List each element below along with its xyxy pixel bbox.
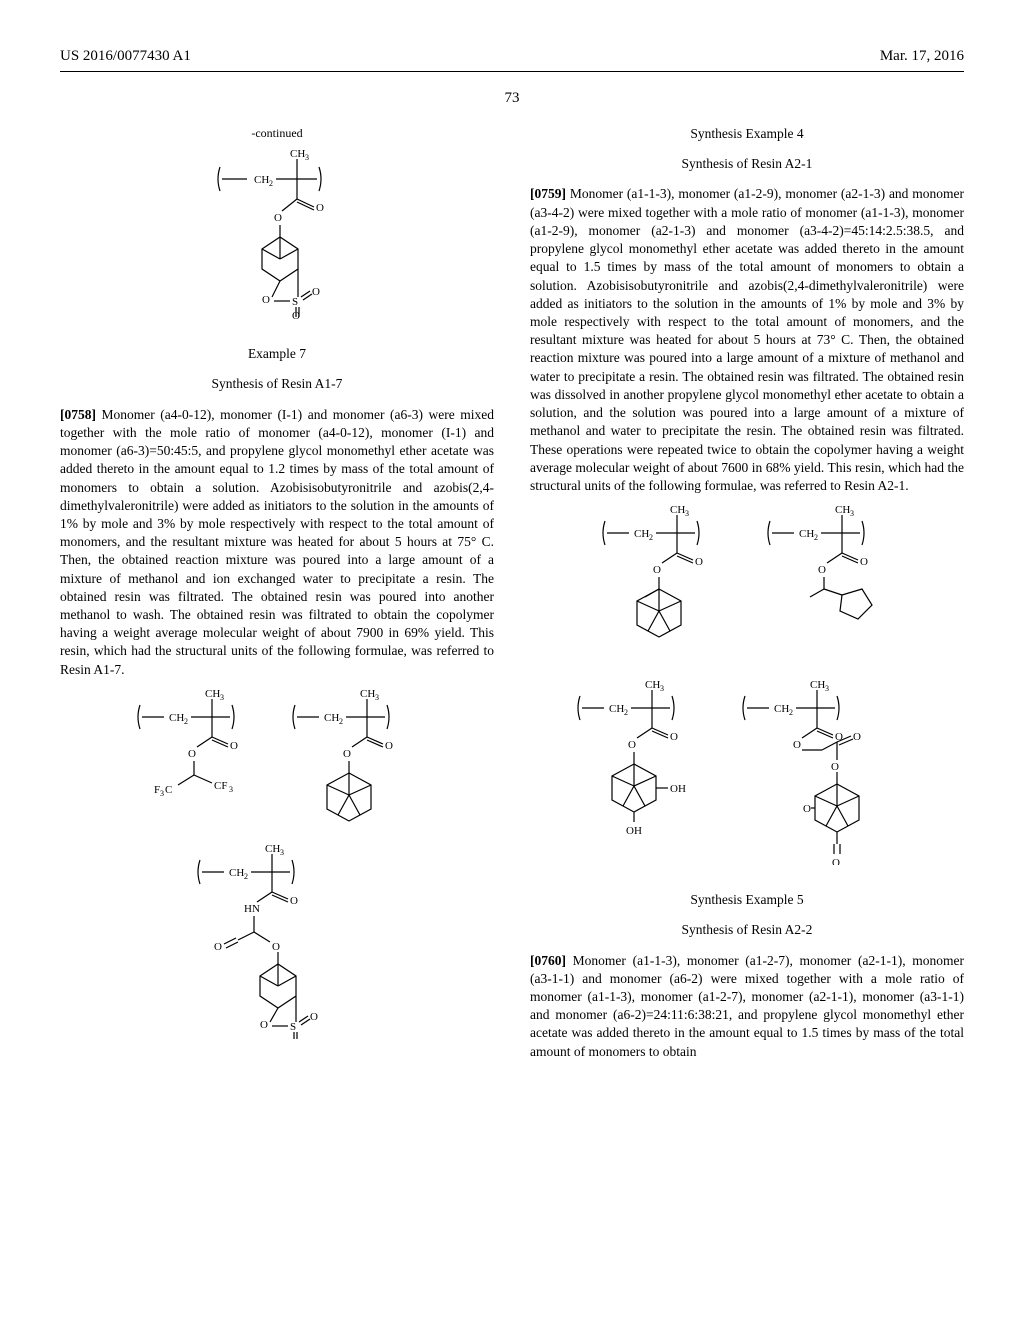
synth-example-5-heading: Synthesis Example 5 bbox=[530, 891, 964, 909]
svg-text:2: 2 bbox=[269, 179, 273, 188]
svg-text:O: O bbox=[230, 740, 238, 752]
svg-text:O: O bbox=[310, 1011, 318, 1023]
two-column-body: -continued CH 2 CH 3 O bbox=[60, 125, 964, 1071]
svg-text:S: S bbox=[290, 1021, 296, 1033]
svg-text:CH: CH bbox=[360, 689, 375, 700]
svg-text:OH: OH bbox=[670, 783, 686, 795]
svg-text:3: 3 bbox=[825, 684, 829, 693]
svg-text:O: O bbox=[290, 895, 298, 907]
svg-text:2: 2 bbox=[184, 717, 188, 726]
svg-text:O: O bbox=[695, 556, 703, 568]
svg-text:3: 3 bbox=[220, 693, 224, 702]
para-num-0759: [0759] bbox=[530, 186, 566, 201]
paragraph-0759: [0759] Monomer (a1-1-3), monomer (a1-2-9… bbox=[530, 185, 964, 495]
svg-text:O: O bbox=[385, 740, 393, 752]
svg-text:O: O bbox=[860, 556, 868, 568]
doc-number: US 2016/0077430 A1 bbox=[60, 48, 191, 65]
left-column: -continued CH 2 CH 3 O bbox=[60, 125, 494, 1071]
svg-text:3: 3 bbox=[375, 693, 379, 702]
continued-label: -continued bbox=[60, 125, 494, 141]
svg-text:3: 3 bbox=[660, 684, 664, 693]
para-text-0758: Monomer (a4-0-12), monomer (I-1) and mon… bbox=[60, 407, 494, 677]
svg-text:2: 2 bbox=[339, 717, 343, 726]
svg-text:CH: CH bbox=[810, 679, 825, 691]
svg-text:O: O bbox=[260, 1019, 268, 1031]
svg-text:2: 2 bbox=[624, 708, 628, 717]
svg-text:CH: CH bbox=[774, 703, 789, 715]
svg-text:2: 2 bbox=[244, 872, 248, 881]
svg-text:C: C bbox=[165, 784, 172, 796]
svg-text:2: 2 bbox=[789, 708, 793, 717]
svg-text:S: S bbox=[292, 296, 298, 308]
svg-text:O: O bbox=[214, 941, 222, 953]
svg-text:O: O bbox=[343, 748, 351, 760]
svg-text:CH: CH bbox=[609, 703, 624, 715]
svg-text:CH: CH bbox=[205, 689, 220, 700]
svg-text:O: O bbox=[292, 310, 300, 319]
svg-text:O: O bbox=[831, 761, 839, 773]
para-text-0760: Monomer (a1-1-3), monomer (a1-2-7), mono… bbox=[530, 953, 964, 1059]
chem-structure-bottom-left: CH 2 CH 3 O O bbox=[122, 689, 432, 1039]
chem-structure-right: CH 2 CH 3 O O bbox=[577, 505, 917, 865]
svg-text:O: O bbox=[188, 748, 196, 760]
chem-structure-top-left: CH 2 CH 3 O O bbox=[202, 149, 352, 319]
para-num-0758: [0758] bbox=[60, 407, 96, 422]
svg-text:3: 3 bbox=[305, 153, 309, 162]
svg-text:O: O bbox=[818, 564, 826, 576]
svg-text:CH: CH bbox=[634, 528, 649, 540]
synth-example-4-heading: Synthesis Example 4 bbox=[530, 125, 964, 143]
paragraph-0760: [0760] Monomer (a1-1-3), monomer (a1-2-7… bbox=[530, 952, 964, 1061]
svg-text:O: O bbox=[793, 739, 801, 751]
svg-text:O: O bbox=[274, 212, 282, 224]
svg-text:CH: CH bbox=[169, 712, 184, 724]
svg-text:CH: CH bbox=[799, 528, 814, 540]
svg-text:CH: CH bbox=[290, 149, 305, 160]
svg-text:CH: CH bbox=[229, 867, 244, 879]
svg-text:CH: CH bbox=[645, 679, 660, 691]
header-rule bbox=[60, 71, 964, 72]
svg-text:CF: CF bbox=[214, 780, 227, 792]
synthesis-a17-heading: Synthesis of Resin A1-7 bbox=[60, 375, 494, 393]
example-7-heading: Example 7 bbox=[60, 345, 494, 363]
para-num-0760: [0760] bbox=[530, 953, 566, 968]
svg-text:2: 2 bbox=[649, 533, 653, 542]
svg-text:3: 3 bbox=[280, 848, 284, 857]
svg-text:O: O bbox=[670, 731, 678, 743]
svg-text:O: O bbox=[653, 564, 661, 576]
svg-text:O: O bbox=[272, 941, 280, 953]
svg-text:O: O bbox=[262, 294, 270, 306]
svg-text:OH: OH bbox=[626, 825, 642, 837]
para-text-0759: Monomer (a1-1-3), monomer (a1-2-9), mono… bbox=[530, 186, 964, 493]
svg-text:3: 3 bbox=[850, 509, 854, 518]
svg-text:3: 3 bbox=[229, 785, 233, 794]
svg-text:CH: CH bbox=[835, 505, 850, 516]
page-header: US 2016/0077430 A1 Mar. 17, 2016 bbox=[60, 48, 964, 65]
svg-text:HN: HN bbox=[244, 903, 260, 915]
svg-text:O: O bbox=[853, 731, 861, 743]
svg-text:CH: CH bbox=[324, 712, 339, 724]
synthesis-a22-heading: Synthesis of Resin A2-2 bbox=[530, 921, 964, 939]
svg-text:O: O bbox=[316, 202, 324, 214]
svg-text:2: 2 bbox=[814, 533, 818, 542]
svg-text:O: O bbox=[832, 857, 840, 865]
page-number: 73 bbox=[60, 90, 964, 107]
synthesis-a21-heading: Synthesis of Resin A2-1 bbox=[530, 155, 964, 173]
svg-text:CH: CH bbox=[670, 505, 685, 516]
svg-text:O: O bbox=[312, 286, 320, 298]
doc-date: Mar. 17, 2016 bbox=[880, 48, 964, 65]
svg-text:3: 3 bbox=[685, 509, 689, 518]
right-column: Synthesis Example 4 Synthesis of Resin A… bbox=[530, 125, 964, 1071]
svg-text:3: 3 bbox=[160, 789, 164, 798]
svg-text:O: O bbox=[803, 803, 811, 815]
svg-text:O: O bbox=[628, 739, 636, 751]
paragraph-0758: [0758] Monomer (a4-0-12), monomer (I-1) … bbox=[60, 406, 494, 679]
svg-text:CH: CH bbox=[254, 174, 269, 186]
svg-text:CH: CH bbox=[265, 843, 280, 855]
